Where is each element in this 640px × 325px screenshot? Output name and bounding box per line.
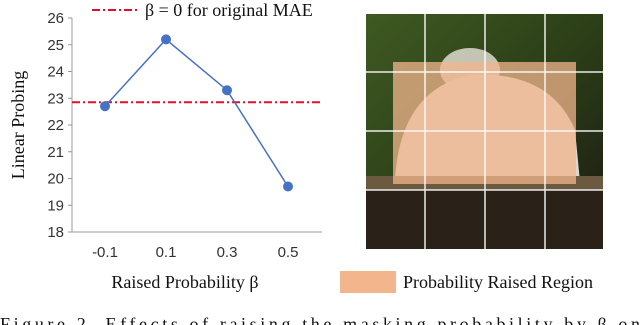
legend-label: Probability Raised Region	[403, 272, 593, 292]
x-tick-label: 0.3	[217, 244, 238, 261]
y-axis-label: Linear Probing	[8, 71, 28, 179]
y-tick-label: 18	[47, 224, 64, 241]
point	[100, 101, 110, 112]
point	[161, 34, 171, 45]
y-tick-label: 23	[47, 90, 64, 107]
y-tick-label: 25	[47, 37, 64, 54]
legend-key	[340, 271, 396, 293]
point	[222, 85, 232, 96]
y-tick-label: 22	[47, 117, 64, 134]
line	[104, 38, 289, 187]
x-tick-label: 0.5	[278, 244, 299, 261]
legend-label: β = 0 for original MAE	[145, 0, 313, 20]
x-tick-label: -0.1	[92, 244, 118, 261]
y-tick-label: 20	[47, 171, 64, 188]
point	[283, 181, 293, 192]
caption: Figure 2. Effects of raising the masking…	[0, 314, 640, 325]
y-tick-label: 24	[47, 64, 64, 81]
photo	[366, 14, 603, 249]
x-tick-label: 0.1	[156, 244, 177, 261]
plot: 18 19 20 21 22 23 24 25 26 -0.1 0.1 0.3 0.5	[47, 10, 320, 261]
y-tick-label: 26	[47, 10, 64, 27]
y-tick-label: 21	[47, 144, 64, 161]
x-axis-label: Raised Probability β	[111, 272, 258, 292]
y-tick-label: 19	[47, 197, 64, 214]
